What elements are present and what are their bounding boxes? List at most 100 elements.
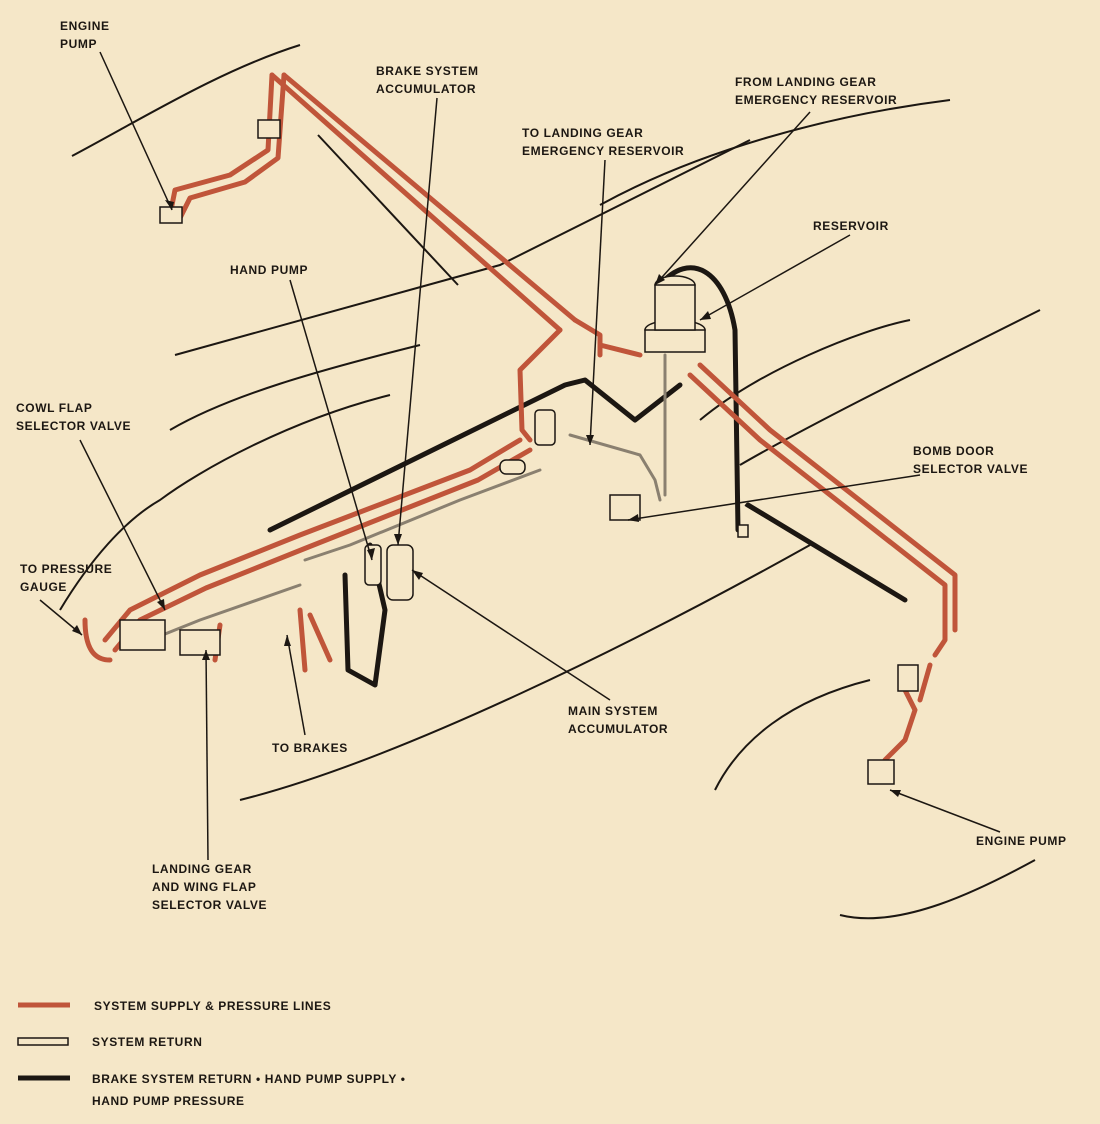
outline-nacelle-right [714,679,871,791]
label-engine-pump-left: ENGINE PUMP [60,17,110,53]
return-line-reservoir [568,433,662,502]
arrowhead [700,311,711,320]
arrowhead [586,435,594,445]
label-brake-system-accumulator: BRAKE SYSTEM ACCUMULATOR [376,62,479,98]
label-line: EMERGENCY RESERVOIR [735,93,898,107]
outline-wing-right [739,309,1041,466]
label-line: SELECTOR VALVE [152,898,268,912]
label-line: PUMP [60,37,98,51]
leader-main-accumulator [411,569,611,701]
outline-wing-right-upper [699,319,911,421]
leader-from-landing-gear [654,111,811,286]
hand-pump-body [534,409,556,446]
leader-cowl-flap [79,439,166,611]
label-reservoir: RESERVOIR [813,217,889,235]
components [119,119,919,785]
brake-line-a [297,607,308,673]
legend-return-swatch [17,1037,69,1046]
engine-pump-right [867,759,895,785]
arrowhead [157,599,165,610]
label-line: TO PRESSURE [20,562,113,576]
leader-hand-pump [289,279,373,561]
brake-return-line-upper [267,377,683,533]
brake-accumulator-body [364,544,382,586]
brake-line-rear [745,502,908,603]
leader-arrowheads [72,200,901,797]
leader-landing-gear-valve [205,649,209,861]
outline-lower-spar [239,544,811,801]
arrowhead [202,650,210,660]
label-main-system-accumulator: MAIN SYSTEM ACCUMULATOR [568,702,668,738]
arrowhead [165,200,174,210]
leader-to-brakes [286,634,306,736]
label-line: AND WING FLAP [152,880,257,894]
supply-pressure-lines [82,72,958,763]
arrowhead [394,534,402,545]
main-supply-diagonal-b [281,72,578,323]
outline-spar-left [317,134,459,286]
label-line: EMERGENCY RESERVOIR [522,144,685,158]
legend-brake-label: BRAKE SYSTEM RETURN • HAND PUMP SUPPLY •… [92,1070,406,1110]
leader-engine-pump-right [889,789,1001,833]
return-line-left [148,583,302,642]
system-return-lines [148,353,667,642]
outline-wing-top-left [71,44,301,157]
line-fitting-top [257,119,281,139]
label-line: ACCUMULATOR [376,82,477,96]
airframe-outline [59,44,1041,920]
label-hand-pump: HAND PUMP [230,261,308,279]
hand-pump-pressure-line [342,542,388,688]
outline-nacelle-top [174,139,751,356]
label-line: TO BRAKES [272,741,348,755]
main-supply-down-a [517,327,563,443]
engine-pump-left-line-a [167,72,275,218]
label-line: TO LANDING GEAR [522,126,644,140]
label-bomb-door-selector-valve: BOMB DOOR SELECTOR VALVE [913,442,1028,478]
label-line: SELECTOR VALVE [913,462,1029,476]
arrowhead [628,514,639,522]
right-engine-line-a [687,372,948,658]
right-fitting [897,664,919,692]
legend-text: SYSTEM SUPPLY & PRESSURE LINES [94,999,332,1013]
outline-fuselage-left [59,394,391,611]
legend-text: SYSTEM RETURN [92,1035,203,1049]
leader-engine-pump-left [99,51,173,211]
landing-gear-valve [179,629,221,656]
return-line-main [303,468,542,562]
reservoir-column [654,284,696,331]
reservoir-body [644,329,706,353]
label-line: BRAKE SYSTEM [376,64,479,78]
label-to-pressure-gauge: TO PRESSURE GAUGE [20,560,112,596]
legend-text: BRAKE SYSTEM RETURN • HAND PUMP SUPPLY • [92,1072,406,1086]
pressure-gauge-line [82,617,113,663]
arrowhead [890,790,901,797]
legend-supply-label: SYSTEM SUPPLY & PRESSURE LINES [94,997,331,1015]
label-line: MAIN SYSTEM [568,704,658,718]
label-line: RESERVOIR [813,219,889,233]
label-line: COWL FLAP [16,401,93,415]
leader-lines [39,51,1001,861]
leader-brake-accumulator [397,97,438,546]
main-supply-diagonal-a [269,72,563,333]
label-to-brakes: TO BRAKES [272,739,348,757]
cowl-flap-valve [119,619,166,651]
main-pressure-line-a [102,437,523,643]
legend-text: HAND PUMP PRESSURE [92,1094,245,1108]
leader-bomb-door [627,474,921,521]
arrowhead [284,635,291,646]
leader-to-landing-gear [589,159,606,446]
legend-swatches [17,1002,70,1081]
legend-return-label: SYSTEM RETURN [92,1033,202,1051]
main-supply-tee [572,317,603,358]
return-fitting [737,524,749,538]
label-line: HAND PUMP [230,263,309,277]
main-pressure-line-b [112,447,533,653]
label-line: FROM LANDING GEAR [735,75,877,89]
outline-top-right [599,99,951,206]
brake-system-lines [267,265,908,688]
arrowhead [655,274,665,285]
right-engine-pump-line [882,687,918,763]
label-engine-pump-right: ENGINE PUMP [976,832,1067,850]
reservoir-feed [597,342,643,358]
outline-lower-right [839,859,1036,920]
